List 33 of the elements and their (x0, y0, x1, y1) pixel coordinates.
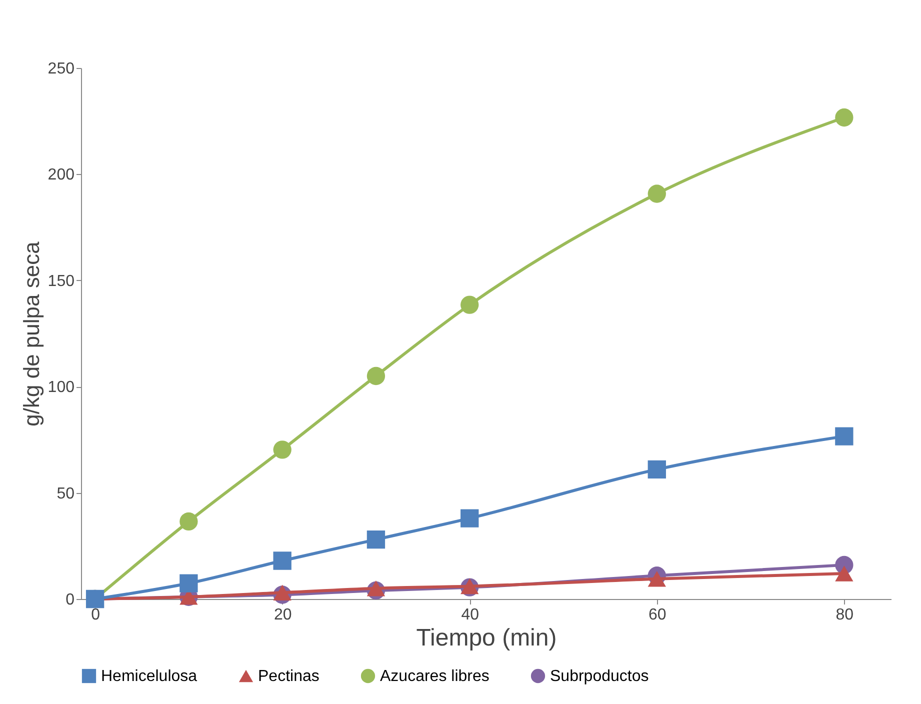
y-axis-title: g/kg de pulpa seca (18, 240, 44, 426)
x-tick-label: 80 (836, 606, 854, 624)
point (180, 574, 198, 592)
point (460, 509, 479, 528)
point (648, 570, 666, 587)
point (273, 552, 292, 570)
legend-label: Hemicelulosa (101, 668, 198, 685)
y-tick-label: 0 (66, 592, 75, 608)
point (366, 580, 386, 596)
legend-label: Subrpoductos (550, 668, 649, 685)
point (366, 530, 386, 549)
legend-label: Pectinas (258, 668, 320, 685)
y-tick-label: 200 (48, 166, 75, 184)
point (835, 566, 854, 582)
point (460, 296, 479, 314)
y-tick-label: 250 (48, 60, 75, 78)
x-axis-title: Tiempo (min) (416, 624, 557, 652)
point (180, 512, 198, 531)
x-tick-label: 40 (461, 606, 480, 624)
point (648, 460, 666, 479)
y-tick-label: 150 (48, 272, 75, 290)
x-tick-label: 0 (91, 606, 100, 624)
point (273, 584, 292, 600)
point (648, 184, 666, 203)
point (273, 440, 292, 459)
x-tick-label: 60 (648, 606, 666, 624)
y-tick-label: 100 (48, 379, 75, 396)
point (366, 366, 386, 386)
point (835, 108, 854, 127)
legend-label: Azucares libres (380, 668, 490, 685)
y-tick-label: 50 (56, 485, 75, 502)
x-tick-label: 20 (274, 606, 292, 624)
point (835, 427, 854, 446)
